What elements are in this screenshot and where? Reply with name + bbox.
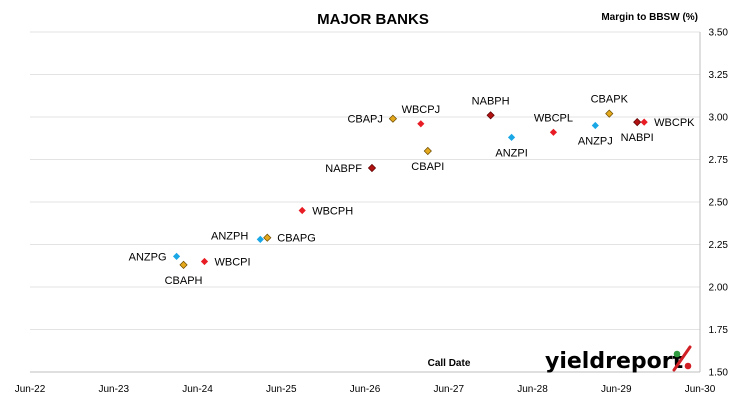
data-label-wbcpl: WBCPL xyxy=(534,112,573,124)
y-tick-label: 1.75 xyxy=(709,325,729,336)
chart-title: MAJOR BANKS xyxy=(317,11,429,28)
y-tick-label: 3.00 xyxy=(709,113,729,124)
x-tick-label: Jun-22 xyxy=(15,384,46,395)
x-tick-label: Jun-23 xyxy=(98,384,129,395)
y-tick-label: 1.50 xyxy=(709,368,729,379)
x-tick-label: Jun-24 xyxy=(182,384,213,395)
data-point-wbcpj xyxy=(417,120,425,128)
data-label-cbapk: CBAPK xyxy=(591,94,629,106)
data-point-anzpi xyxy=(507,133,516,141)
data-point-wbcpi xyxy=(200,257,209,266)
data-point-wbcph xyxy=(298,206,306,215)
percent-dot-top xyxy=(673,350,681,358)
data-label-cbapi: CBAPI xyxy=(411,161,444,173)
y-tick-label: 3.25 xyxy=(709,70,729,81)
data-label-anzpg: ANZPG xyxy=(129,251,167,263)
data-label-anzph: ANZPH xyxy=(211,230,248,242)
data-point-anzpj xyxy=(591,121,599,130)
x-tick-label: Jun-29 xyxy=(601,384,632,395)
data-label-cbapg: CBAPG xyxy=(277,233,316,245)
y-tick-label: 2.50 xyxy=(709,198,729,209)
data-label-cbapj: CBAPJ xyxy=(347,114,382,126)
data-point-wbcpl xyxy=(549,128,558,136)
x-tick-labels: Jun-22 Jun-23 Jun-24 Jun-25 Jun-26 Jun-27 Jun-… xyxy=(15,384,716,395)
y-tick-label: 2.75 xyxy=(709,155,729,166)
x-tick-label: Jun-30 xyxy=(685,384,716,395)
y-axis-title: Margin to BBSW (%) xyxy=(601,12,698,23)
percent-slash xyxy=(672,345,692,372)
data-point-cbapk xyxy=(605,109,614,118)
y-tick-label: 2.00 xyxy=(709,283,729,294)
yieldreport-logo: yieldreport xyxy=(545,345,692,374)
x-axis-title: Call Date xyxy=(428,358,471,369)
data-point-cbapj xyxy=(388,114,398,123)
data-point-wbcpk xyxy=(640,118,648,126)
x-tick-label: Jun-27 xyxy=(433,384,464,395)
y-tick-label: 2.25 xyxy=(709,240,729,251)
gridlines xyxy=(30,31,700,330)
y-tick-labels: 1.50 1.75 2.00 2.25 2.50 2.75 3.00 3.25 3.50 xyxy=(709,28,729,379)
data-label-wbcpi: WBCPI xyxy=(214,257,250,269)
x-tick-label: Jun-28 xyxy=(517,384,548,395)
data-point-nabpf xyxy=(367,163,377,173)
x-tick-label: Jun-25 xyxy=(266,384,297,395)
data-label-nabph: NABPH xyxy=(472,95,510,107)
data-label-wbcpj: WBCPJ xyxy=(402,104,441,116)
logo-text: yieldreport xyxy=(545,349,684,374)
data-point-anzpg xyxy=(172,252,181,260)
data-label-wbcph: WBCPH xyxy=(312,206,353,218)
x-tick-label: Jun-26 xyxy=(350,384,381,395)
percent-logo-icon xyxy=(672,345,692,372)
data-point-nabpi xyxy=(633,118,642,127)
data-points xyxy=(172,109,648,269)
data-label-nabpi: NABPI xyxy=(621,132,654,144)
data-label-anzpi: ANZPI xyxy=(495,147,527,159)
y-tick-label: 3.50 xyxy=(709,28,729,39)
data-label-wbcpk: WBCPK xyxy=(654,117,695,129)
data-point-cbapg xyxy=(263,233,272,242)
data-label-cbaph: CBAPH xyxy=(165,275,203,287)
data-point-nabph xyxy=(486,111,495,120)
percent-dot-bottom xyxy=(684,362,692,370)
data-point-cbapi xyxy=(423,146,432,156)
data-label-nabpf: NABPF xyxy=(325,163,362,175)
data-point-cbaph xyxy=(179,260,188,269)
data-point-anzph xyxy=(256,235,264,243)
point-labels: ANZPG CBAPH WBCPI ANZPH CBAPG WBCPH NABPF CBAPJ… xyxy=(129,94,696,287)
data-label-anzpj: ANZPJ xyxy=(578,136,613,148)
